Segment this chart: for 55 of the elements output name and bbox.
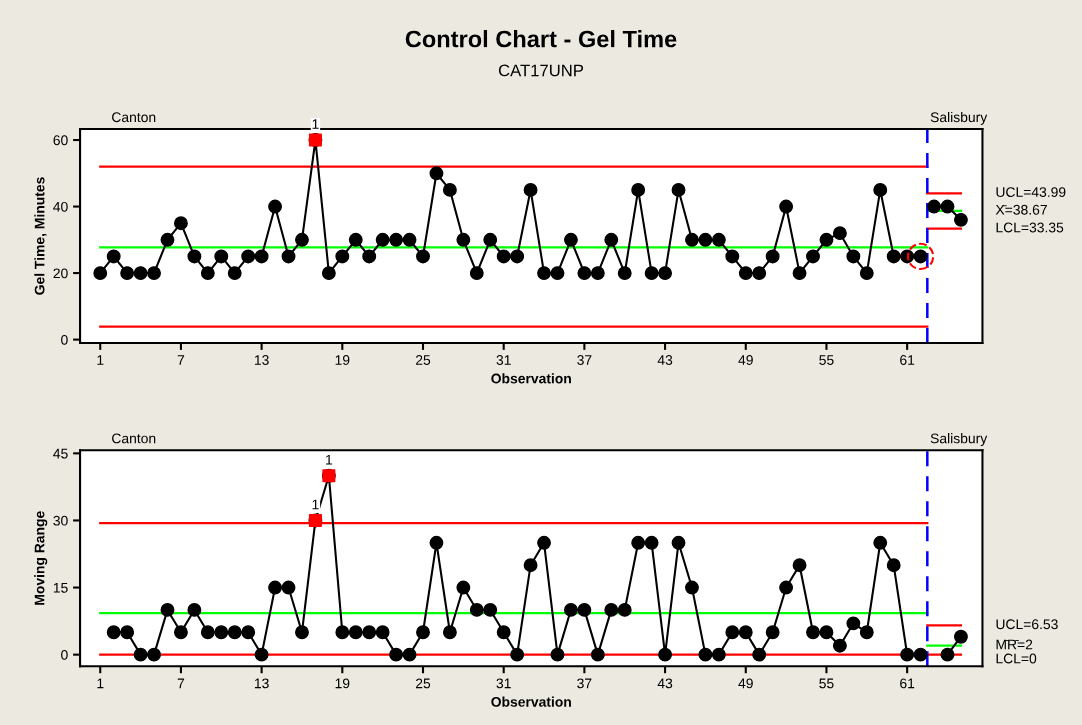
text: Salisbury [930,111,988,125]
point [906,242,935,271]
x-tick-label: 1 [97,355,104,365]
y-tick-label: 15 [53,583,68,593]
x-tick-label: 19 [335,355,350,365]
point [927,199,941,214]
x-tick-label: 37 [577,678,592,689]
annotation: LCL=0 [996,653,1037,664]
y-tick-label: 30 [53,515,68,526]
x-tick-label: 61 [900,678,915,689]
text: Canton [112,112,156,123]
x-tick-label: 25 [415,678,431,689]
annotation: X̄=38.67 [995,204,1047,215]
text: Salisbury [930,433,988,447]
x-axis-title: Observation [491,696,571,707]
x-tick-label: 31 [496,678,511,689]
x-tick-label: 7 [177,355,185,365]
y-tick-label: 20 [53,268,68,279]
x-tick-label: 43 [657,355,673,365]
annotation: LCL=33.35 [996,222,1064,233]
y-axis-title: Gel Time, Minutes [34,177,47,295]
y-tick-label: 0 [61,649,68,660]
x-tick-label: 61 [900,355,915,365]
y-tick-label: 0 [61,334,68,345]
x-tick-label: 25 [415,355,431,365]
x-tick-label: 31 [496,355,511,365]
x-tick-label: 7 [177,678,185,689]
annotation: 1 [312,119,319,129]
x-tick-label: 19 [335,678,350,689]
chart-subtitle: CAT17UNP [498,64,584,77]
point [953,629,968,644]
x-tick-label: 13 [254,678,269,689]
x-tick-label: 43 [657,678,673,689]
x-tick-label: 49 [738,678,753,689]
annotation: UCL=43.99 [996,187,1066,198]
x-axis-title: Observation [491,373,571,384]
point [940,647,955,662]
point [940,199,955,214]
y-tick-label: 60 [53,135,68,146]
text: Canton [112,433,156,444]
x-tick-label: 55 [819,355,834,365]
point [953,212,968,227]
x-tick-label: 37 [577,355,592,365]
annotation: 1 [312,499,319,510]
x-tick-label: 49 [738,355,753,365]
annotation: 1 [326,454,333,465]
annotation: M̄R̄=2 [996,639,1033,650]
annotation: UCL=6.53 [996,619,1058,630]
y-axis-title: Moving Range [34,511,48,605]
chart-title: Control Chart - Gel Time [405,30,677,48]
x-tick-label: 55 [819,678,834,689]
y-tick-label: 45 [53,448,68,459]
x-tick-label: 1 [97,678,104,689]
y-tick-label: 40 [53,201,68,212]
x-tick-label: 13 [254,355,269,365]
